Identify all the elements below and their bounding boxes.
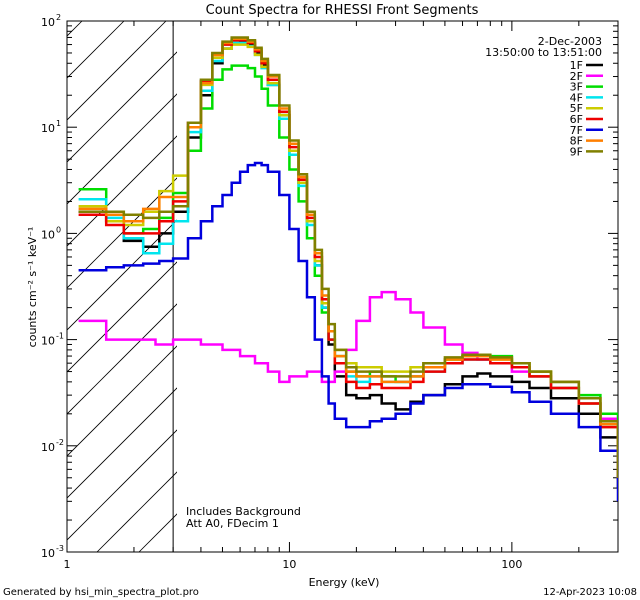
y-tick-label-exponent: 1 xyxy=(56,119,61,128)
hatch-line xyxy=(67,177,177,289)
hatch-line xyxy=(67,21,167,121)
annotation-attenuator: Att A0, FDecim 1 xyxy=(186,517,279,530)
series-group xyxy=(78,36,618,502)
legend-label: 3F xyxy=(570,81,583,94)
y-tick-label: 10 xyxy=(41,122,55,135)
hatch-line xyxy=(67,135,177,247)
series-line-8f xyxy=(78,37,618,478)
y-tick-label: 10 xyxy=(41,16,55,29)
legend-label: 9F xyxy=(570,145,583,158)
series-line-3f xyxy=(78,64,618,470)
hatch-line xyxy=(67,51,177,163)
y-tick-label-exponent: -3 xyxy=(56,544,64,553)
excluded-region-hatch xyxy=(67,21,177,552)
legend-label: 5F xyxy=(570,102,583,115)
legend-label: 4F xyxy=(570,91,583,104)
y-tick-label: 10 xyxy=(41,547,55,560)
series-line-1f xyxy=(78,41,618,489)
x-tick-labels: 1 10 100 xyxy=(64,558,523,571)
legend-date: 2-Dec-2003 xyxy=(538,35,602,48)
hatch-line xyxy=(67,21,83,37)
hatch-line xyxy=(67,261,177,373)
axis-ticks xyxy=(66,20,619,553)
series-line-9f xyxy=(78,36,618,478)
annotation-background: Includes Background xyxy=(186,505,301,518)
y-tick-label: 10 xyxy=(41,228,55,241)
y-axis-label: counts cm⁻² s⁻¹ keV⁻¹ xyxy=(26,227,39,348)
series-line-6f xyxy=(78,38,618,478)
legend-label: 8F xyxy=(570,135,583,148)
series-line-2f xyxy=(78,290,618,457)
legend: 2-Dec-2003 13:50:00 to 13:51:00 1F2F3F4F… xyxy=(485,35,603,158)
y-tick-label-exponent: -1 xyxy=(56,332,64,341)
series-line-7f xyxy=(78,161,618,502)
legend-label: 6F xyxy=(570,113,583,126)
y-tick-label: 10 xyxy=(41,335,55,348)
y-tick-label-exponent: 2 xyxy=(56,13,61,22)
y-tick-label-exponent: 0 xyxy=(56,225,61,234)
hatch-line xyxy=(67,429,177,541)
hatch-line xyxy=(67,345,177,457)
legend-label: 7F xyxy=(570,124,583,137)
legend-label: 2F xyxy=(570,70,583,83)
x-tick-label: 10 xyxy=(282,558,296,571)
hatch-line xyxy=(67,219,177,331)
legend-time-range: 13:50:00 to 13:51:00 xyxy=(485,46,602,59)
x-tick-label: 100 xyxy=(501,558,522,571)
y-tick-label-exponent: -2 xyxy=(56,438,64,447)
hatch-line xyxy=(138,513,177,552)
plot-frame xyxy=(66,20,619,553)
hatch-line xyxy=(67,387,177,499)
legend-label: 1F xyxy=(570,59,583,72)
footer-generated-by: Generated by hsi_min_spectra_plot.pro xyxy=(3,587,199,598)
x-axis-label: Energy (keV) xyxy=(309,576,380,589)
footer-timestamp: 12-Apr-2023 10:08 xyxy=(543,587,637,598)
x-tick-label: 1 xyxy=(64,558,71,571)
hatch-line xyxy=(67,93,177,205)
hatch-line xyxy=(67,21,125,79)
hatch-line xyxy=(96,471,177,552)
chart-title: Count Spectra for RHESSI Front Segments xyxy=(206,3,479,18)
y-tick-label: 10 xyxy=(41,441,55,454)
